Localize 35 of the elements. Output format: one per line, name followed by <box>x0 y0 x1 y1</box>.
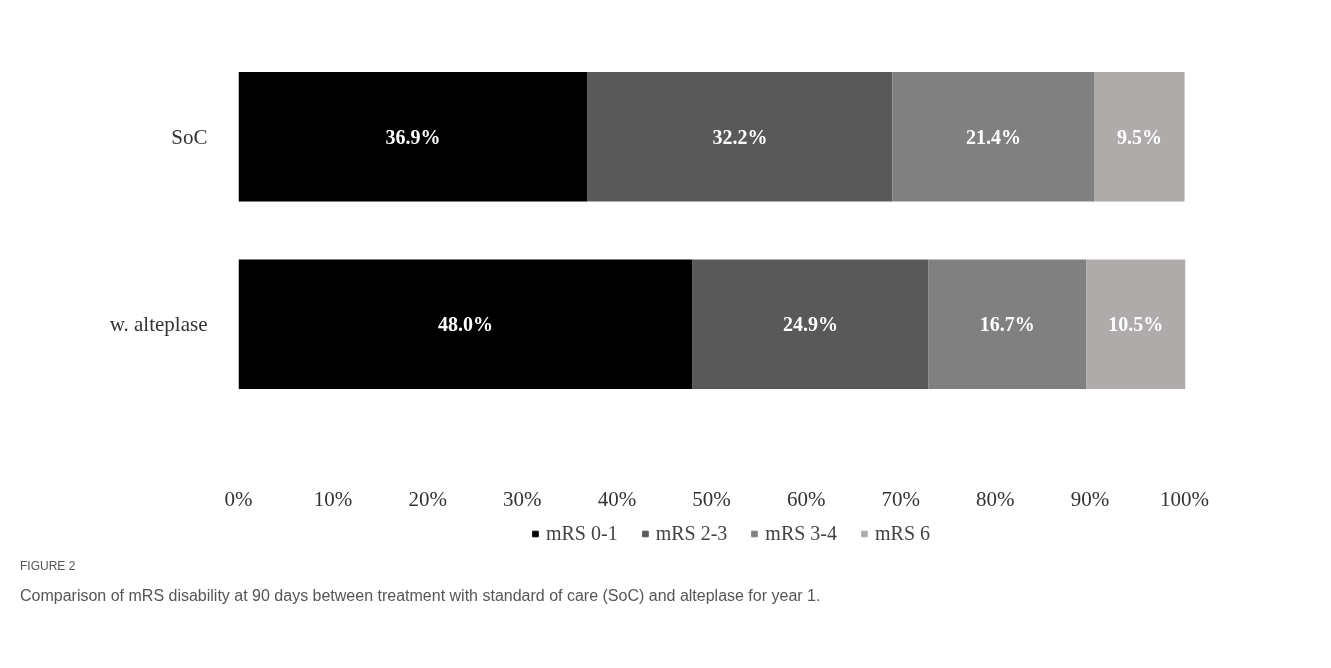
x-tick-label: 0% <box>224 486 253 511</box>
data-label: 21.4% <box>965 125 1021 148</box>
x-tick-label: 50% <box>692 486 731 511</box>
legend-label: mRS 3-4 <box>765 521 838 545</box>
x-tick-label: 80% <box>976 486 1015 511</box>
legend-label: mRS 6 <box>875 521 931 545</box>
data-label: 16.7% <box>979 313 1035 336</box>
bar <box>692 259 929 389</box>
data-label: 24.9% <box>782 313 838 336</box>
data-label: 32.2% <box>712 125 768 148</box>
x-tick-label: 40% <box>597 486 637 511</box>
x-tick-label: 100% <box>1160 486 1210 511</box>
bar <box>892 72 1095 202</box>
legend-label: mRS 2-3 <box>655 521 728 545</box>
x-tick-label: 60% <box>786 486 826 511</box>
bar <box>1094 72 1185 202</box>
data-label: 48.0% <box>438 313 494 336</box>
data-label: 9.5% <box>1117 125 1163 148</box>
bar <box>238 72 588 202</box>
data-label: 10.5% <box>1108 313 1164 336</box>
x-tick-label: 30% <box>503 486 542 511</box>
legend-label: mRS 0-1 <box>545 521 618 545</box>
text: Comparison of mRS disability at 90 days between treatment with standard of care (SoC) and alteplase for year 1. <box>20 586 821 607</box>
caption: FIGURE 2 <box>20 558 76 575</box>
bar <box>928 259 1087 389</box>
x-tick-label: 90% <box>1070 486 1110 511</box>
x-tick-label: 10% <box>313 486 353 511</box>
x-tick-label: 20% <box>408 486 447 511</box>
y-tick-label: w. alteplase <box>109 312 208 337</box>
y-tick-label: SoC <box>171 124 208 149</box>
data-label: 36.9% <box>385 125 441 148</box>
bar <box>587 72 893 202</box>
bar <box>1086 259 1186 389</box>
bar <box>238 259 693 389</box>
x-tick-label: 70% <box>881 486 920 511</box>
